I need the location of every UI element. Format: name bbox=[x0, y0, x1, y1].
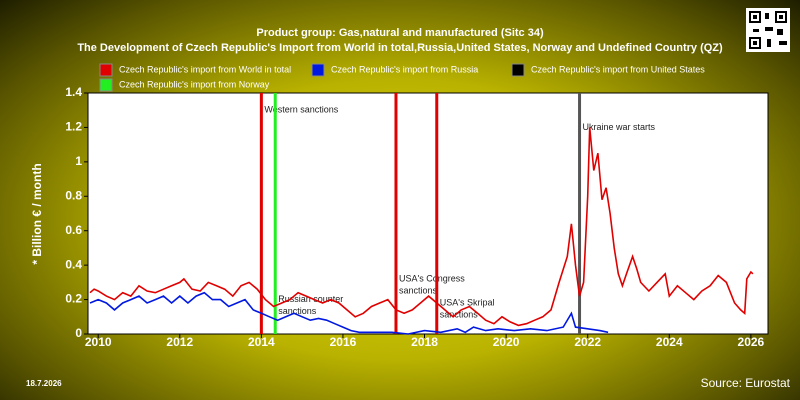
y-tick-label: 0 bbox=[75, 326, 82, 340]
event-label: sanctions bbox=[440, 309, 479, 319]
event-label: Russian counter bbox=[278, 294, 343, 304]
event-label: sanctions bbox=[278, 306, 317, 316]
y-tick-label: 0.6 bbox=[65, 223, 82, 237]
event-label: sanctions bbox=[399, 285, 438, 295]
y-tick-label: 0.4 bbox=[65, 257, 82, 271]
series-line bbox=[89, 127, 754, 327]
x-tick-label: 2020 bbox=[493, 335, 520, 349]
chart-subtitle: The Development of Czech Republic's Impo… bbox=[77, 42, 723, 54]
legend-swatch bbox=[99, 78, 113, 92]
event-label: Ukraine war starts bbox=[583, 122, 656, 132]
date: 18.7.2026 bbox=[26, 379, 62, 388]
legend-swatch bbox=[511, 63, 525, 77]
event-label: Western sanctions bbox=[264, 105, 338, 115]
y-tick-label: 1.4 bbox=[65, 85, 82, 99]
qr-code bbox=[746, 8, 790, 52]
legend-label: Czech Republic's import from United Stat… bbox=[531, 64, 705, 74]
chart-title: Product group: Gas,natural and manufactu… bbox=[256, 27, 544, 39]
legend-label: Czech Republic's import from World in to… bbox=[119, 64, 291, 74]
series-line bbox=[89, 291, 609, 335]
x-tick-label: 2026 bbox=[738, 335, 765, 349]
y-tick-label: 1 bbox=[75, 154, 82, 168]
y-axis-label: * Billion € / month bbox=[30, 163, 44, 264]
source: Source: Eurostat bbox=[701, 376, 791, 390]
y-tick-label: 0.8 bbox=[65, 188, 82, 202]
legend-label: Czech Republic's import from Norway bbox=[119, 79, 270, 89]
legend-label: Czech Republic's import from Russia bbox=[331, 64, 478, 74]
x-tick-label: 2016 bbox=[330, 335, 357, 349]
legend-swatch bbox=[311, 63, 325, 77]
x-tick-label: 2018 bbox=[411, 335, 438, 349]
x-tick-label: 2014 bbox=[248, 335, 275, 349]
legend-swatch bbox=[99, 63, 113, 77]
y-tick-label: 0.2 bbox=[65, 292, 82, 306]
x-tick-label: 2024 bbox=[656, 335, 683, 349]
x-tick-label: 2012 bbox=[166, 335, 193, 349]
y-tick-label: 1.2 bbox=[65, 120, 82, 134]
event-label: USA's Skripal bbox=[440, 297, 495, 307]
x-tick-label: 2022 bbox=[574, 335, 601, 349]
x-tick-label: 2010 bbox=[85, 335, 112, 349]
event-label: USA's Congress bbox=[399, 273, 465, 283]
plot-area bbox=[87, 92, 769, 335]
